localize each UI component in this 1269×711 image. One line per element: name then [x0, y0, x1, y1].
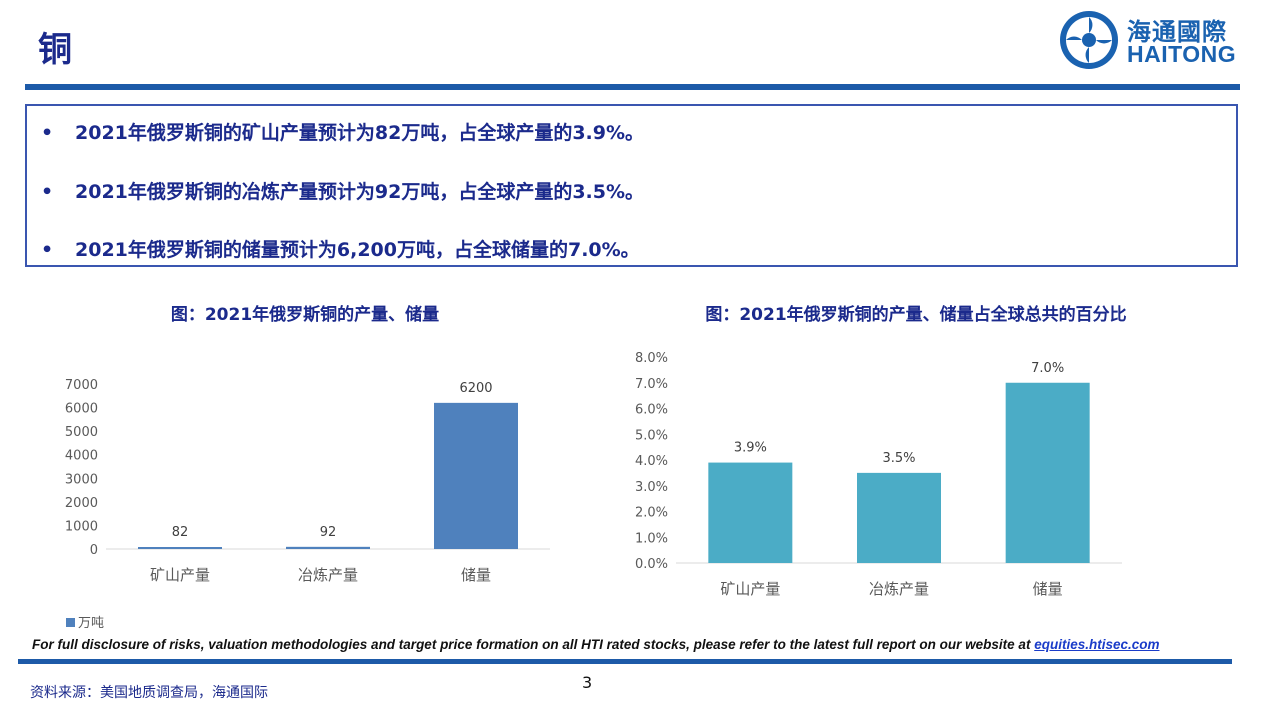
data-label: 3.5% [882, 451, 915, 466]
legend-label: 万吨 [78, 616, 105, 631]
logo-english-name: HAITONG [1127, 41, 1237, 67]
y-tick-label: 5000 [65, 425, 98, 440]
bar [1005, 382, 1090, 563]
bar [138, 547, 222, 549]
data-label: 7.0% [1031, 361, 1064, 376]
bar [708, 462, 793, 563]
x-category-label: 冶炼产量 [298, 566, 358, 584]
y-tick-label: 0 [90, 543, 98, 558]
haitong-logo: 海通國際 HAITONG [1057, 8, 1247, 72]
chart1-title: 图：2021年俄罗斯铜的产量、储量 [170, 305, 440, 325]
logo-chinese-name: 海通國際 [1127, 18, 1227, 46]
chart2-title: 图：2021年俄罗斯铜的产量、储量占全球总共的百分比 [705, 305, 1127, 325]
bar [286, 546, 370, 549]
disclosure-note: For full disclosure of risks, valuation … [32, 637, 1160, 652]
website-link[interactable]: equities.htisec.com [1034, 637, 1160, 652]
y-tick-label: 3000 [65, 472, 98, 487]
legend-swatch [66, 618, 75, 627]
data-label: 3.9% [734, 441, 767, 456]
bullet-marker: • [41, 239, 54, 261]
bar [434, 402, 518, 549]
bar [857, 472, 941, 563]
x-category-label: 矿山产量 [150, 566, 210, 584]
key-points-box: • 2021年俄罗斯铜的矿山产量预计为82万吨，占全球产量的3.9%。 • 2021… [25, 104, 1238, 267]
data-label: 6200 [459, 381, 492, 396]
data-label: 82 [172, 525, 189, 540]
y-tick-label: 5.0% [635, 428, 668, 443]
chart1-legend: 万吨 [66, 612, 104, 631]
haitong-emblem-icon [1060, 11, 1118, 69]
y-tick-label: 7000 [65, 378, 98, 393]
y-tick-label: 1.0% [635, 531, 668, 546]
x-category-label: 矿山产量 [720, 580, 780, 598]
x-category-label: 储量 [1033, 580, 1063, 598]
bullet-smelter-output: • 2021年俄罗斯铜的冶炼产量预计为92万吨，占全球产量的3.5%。 [41, 177, 644, 204]
footer-divider [18, 659, 1232, 664]
disclosure-text: For full disclosure of risks, valuation … [32, 637, 1035, 652]
production-reserves-chart: 0 1000 2000 3000 4000 5000 6000 7000 82 矿山产量 92 冶炼产… [65, 378, 550, 584]
bullet-text: 2021年俄罗斯铜的矿山产量预计为82万吨，占全球产量的3.9%。 [75, 122, 645, 144]
header-divider [25, 84, 1240, 90]
y-tick-label: 2.0% [635, 506, 668, 521]
global-share-chart: 0.0% 1.0% 2.0% 3.0% 4.0% 5.0% 6.0% 7.0% 8.0% 3.9%… [635, 351, 1122, 598]
source-note: 资料来源：美国地质调查局，海通国际 [30, 685, 268, 701]
y-tick-label: 2000 [65, 496, 98, 511]
page-number: 3 [582, 673, 593, 692]
data-label: 92 [320, 525, 337, 540]
y-tick-label: 0.0% [635, 557, 668, 572]
bullet-reserves: • 2021年俄罗斯铜的储量预计为6,200万吨，占全球储量的7.0%。 [41, 235, 640, 262]
y-tick-label: 8.0% [635, 351, 668, 366]
bullet-marker: • [41, 122, 54, 144]
bullet-text: 2021年俄罗斯铜的储量预计为6,200万吨，占全球储量的7.0%。 [75, 239, 640, 261]
page-title: 铜 [38, 30, 72, 70]
bullet-mine-output: • 2021年俄罗斯铜的矿山产量预计为82万吨，占全球产量的3.9%。 [41, 118, 644, 145]
y-tick-label: 4.0% [635, 454, 668, 469]
x-category-label: 冶炼产量 [869, 580, 929, 598]
y-tick-label: 6000 [65, 402, 98, 417]
bullet-marker: • [41, 181, 54, 203]
y-tick-label: 6.0% [635, 403, 668, 418]
y-tick-label: 3.0% [635, 480, 668, 495]
y-tick-label: 7.0% [635, 377, 668, 392]
x-category-label: 储量 [461, 566, 491, 584]
bullet-text: 2021年俄罗斯铜的冶炼产量预计为92万吨，占全球产量的3.5%。 [75, 181, 645, 203]
y-tick-label: 4000 [65, 449, 98, 464]
y-tick-label: 1000 [65, 519, 98, 534]
